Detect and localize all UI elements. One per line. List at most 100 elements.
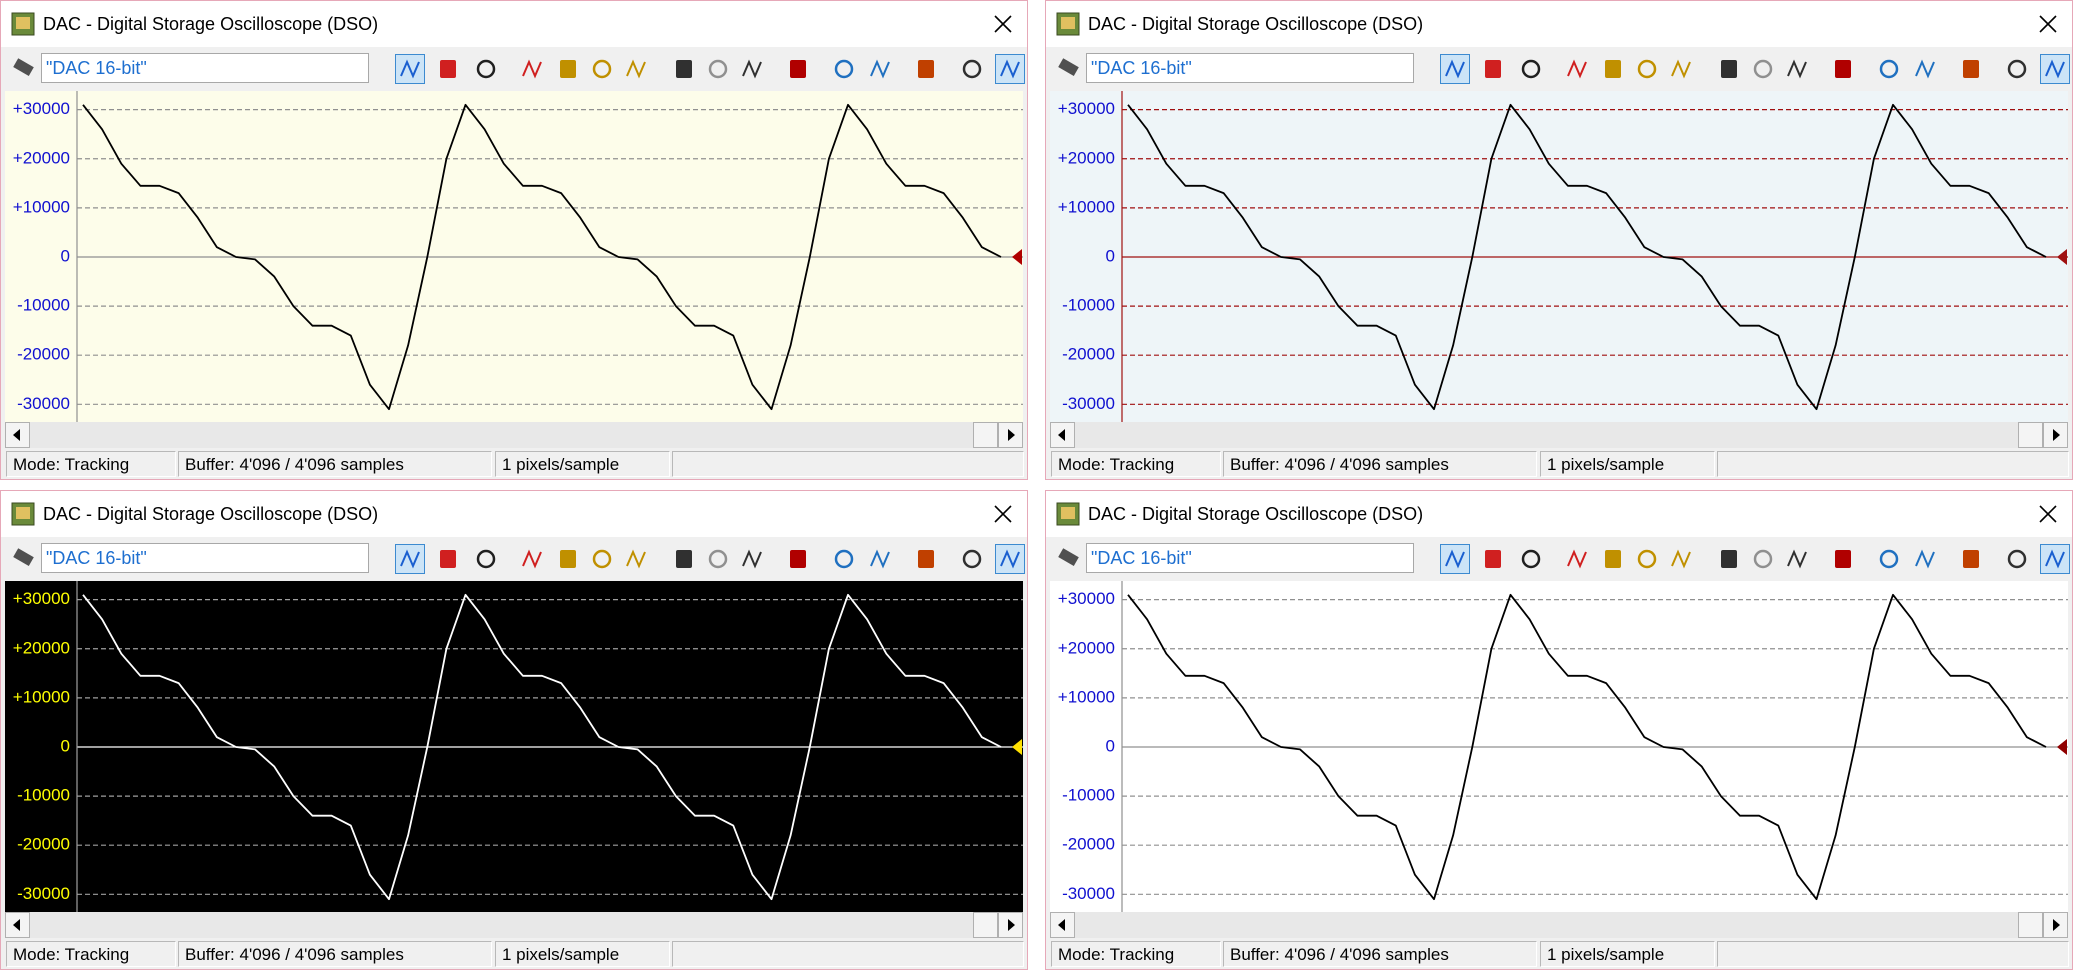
close-x <box>994 505 1012 523</box>
close-button[interactable] <box>2038 504 2058 524</box>
toolbar-button[interactable] <box>553 54 583 84</box>
toolbar-button[interactable] <box>1714 544 1744 574</box>
toolbar-button[interactable] <box>957 544 987 574</box>
toolbar-button[interactable] <box>1956 54 1986 84</box>
channel-input[interactable]: "DAC 16-bit" <box>1086 543 1414 573</box>
toolbar-button[interactable] <box>737 54 767 84</box>
toolbar-button[interactable] <box>2040 54 2070 84</box>
window: DAC - Digital Storage Oscilloscope (DSO)… <box>0 490 1028 970</box>
toolbar-button[interactable] <box>1478 54 1508 84</box>
toolbar-button[interactable] <box>621 54 651 84</box>
close-button[interactable] <box>993 504 1013 524</box>
y-tick-label: -10000 <box>1062 786 1115 805</box>
toolbar-button[interactable] <box>1440 54 1470 84</box>
toolbar-button[interactable] <box>669 54 699 84</box>
toolbar-button[interactable] <box>829 54 859 84</box>
scrollbar[interactable] <box>1050 422 2068 448</box>
toolbar-button[interactable] <box>783 54 813 84</box>
toolbar-button[interactable] <box>1666 544 1696 574</box>
toolbar-button[interactable] <box>957 54 987 84</box>
toolbar-button[interactable] <box>2040 544 2070 574</box>
channel-shape <box>1058 58 1079 76</box>
toolbar: "DAC 16-bit" <box>1 47 1027 91</box>
toolbar-button[interactable] <box>829 544 859 574</box>
toolbar-button[interactable] <box>1748 544 1778 574</box>
toolbar-button[interactable] <box>395 544 425 574</box>
arrow-right <box>2053 919 2060 931</box>
toolbar-button[interactable] <box>1632 544 1662 574</box>
toolbar-button[interactable] <box>2002 54 2032 84</box>
y-tick-label: 0 <box>61 246 70 265</box>
toolbar-button[interactable] <box>621 544 651 574</box>
toolbar-button[interactable] <box>1516 54 1546 84</box>
toolbar-button[interactable] <box>517 544 547 574</box>
toolbar-button[interactable] <box>737 544 767 574</box>
app-icon <box>1056 12 1080 36</box>
toolbar-button[interactable] <box>1748 54 1778 84</box>
toolbar-button[interactable] <box>1956 544 1986 574</box>
toolbar-button[interactable] <box>1874 54 1904 84</box>
toolbar-button[interactable] <box>995 54 1025 84</box>
y-tick-label: +20000 <box>13 148 70 167</box>
scroll-right <box>2043 912 2068 938</box>
toolbar-button[interactable] <box>911 54 941 84</box>
toolbar-button[interactable] <box>2002 544 2032 574</box>
toolbar-button[interactable] <box>703 54 733 84</box>
button-glyph <box>2007 59 2027 79</box>
toolbar-button[interactable] <box>1828 54 1858 84</box>
toolbar-button[interactable] <box>1782 544 1812 574</box>
button-glyph <box>870 59 890 79</box>
close-button[interactable] <box>2038 14 2058 34</box>
toolbar-button[interactable] <box>865 544 895 574</box>
toolbar-button[interactable] <box>1516 544 1546 574</box>
toolbar-button[interactable] <box>1782 54 1812 84</box>
close-x <box>994 15 1012 33</box>
toolbar-button[interactable] <box>433 544 463 574</box>
plot-area: +30000 +20000 +10000 0 -10000 -20000 -30000 <box>5 91 1023 422</box>
toolbar-button[interactable] <box>587 544 617 574</box>
button-glyph <box>1879 549 1899 569</box>
toolbar-button[interactable] <box>1910 54 1940 84</box>
toolbar-button[interactable] <box>865 54 895 84</box>
toolbar-button[interactable] <box>1910 544 1940 574</box>
toolbar-button[interactable] <box>1562 544 1592 574</box>
button-glyph <box>1637 59 1657 79</box>
scrollbar[interactable] <box>1050 912 2068 938</box>
channel-input[interactable]: "DAC 16-bit" <box>1086 53 1414 83</box>
toolbar-button[interactable] <box>995 544 1025 574</box>
toolbar-button[interactable] <box>433 54 463 84</box>
toolbar-button[interactable] <box>471 544 501 574</box>
close-button[interactable] <box>993 14 1013 34</box>
toolbar-button[interactable] <box>669 544 699 574</box>
y-tick-label: +20000 <box>1058 638 1115 657</box>
toolbar-button[interactable] <box>395 54 425 84</box>
toolbar-button[interactable] <box>1440 544 1470 574</box>
toolbar-button[interactable] <box>587 54 617 84</box>
toolbar-button[interactable] <box>1874 544 1904 574</box>
toolbar-button[interactable] <box>1828 544 1858 574</box>
toolbar-button[interactable] <box>553 544 583 574</box>
button-glyph <box>834 59 854 79</box>
plot-area: +30000 +20000 +10000 0 -10000 -20000 -30000 <box>5 581 1023 912</box>
scrollbar[interactable] <box>5 912 1023 938</box>
toolbar-button[interactable] <box>1666 54 1696 84</box>
toolbar-button[interactable] <box>1598 544 1628 574</box>
status-field: Mode: Tracking <box>6 941 176 967</box>
channel-input[interactable]: "DAC 16-bit" <box>41 543 369 573</box>
trigger-marker <box>1012 248 1022 265</box>
window-title: DAC - Digital Storage Oscilloscope (DSO) <box>43 504 379 524</box>
toolbar-button[interactable] <box>1632 54 1662 84</box>
button-glyph <box>2045 549 2065 569</box>
toolbar-button[interactable] <box>783 544 813 574</box>
toolbar-button[interactable] <box>1478 544 1508 574</box>
toolbar-button[interactable] <box>517 54 547 84</box>
toolbar-button[interactable] <box>1562 54 1592 84</box>
toolbar-button[interactable] <box>1598 54 1628 84</box>
scrollbar[interactable] <box>5 422 1023 448</box>
toolbar-button[interactable] <box>911 544 941 574</box>
toolbar-button[interactable] <box>703 544 733 574</box>
toolbar-button[interactable] <box>1714 54 1744 84</box>
toolbar-button[interactable] <box>471 54 501 84</box>
channel-input[interactable]: "DAC 16-bit" <box>41 53 369 83</box>
y-tick-label: +20000 <box>13 638 70 657</box>
